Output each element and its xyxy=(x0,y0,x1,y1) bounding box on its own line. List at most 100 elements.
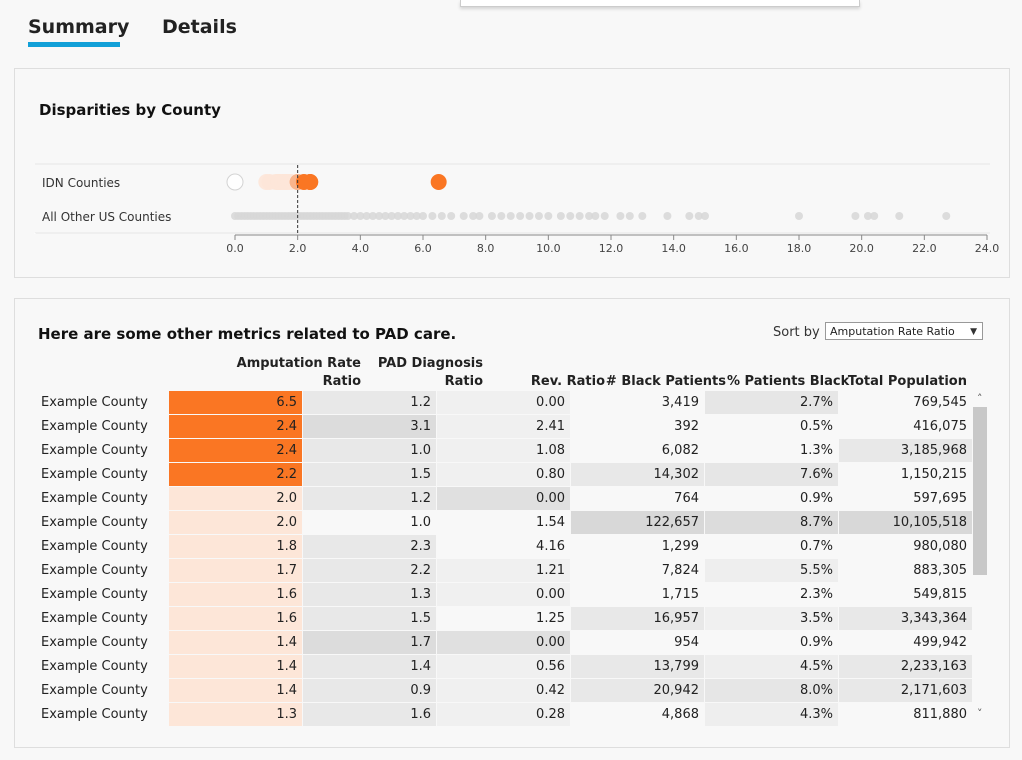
other-county-point[interactable] xyxy=(694,212,703,220)
other-county-point[interactable] xyxy=(663,212,672,220)
sort-by-dropdown[interactable]: Amputation Rate Ratio ▼ xyxy=(825,322,983,340)
pad-ratio-cell: 1.5 xyxy=(303,607,436,630)
pct-black-cell: 0.5% xyxy=(705,415,838,438)
scrollbar-thumb[interactable] xyxy=(973,407,987,575)
col-pad-line2: Ratio xyxy=(444,374,483,389)
other-county-point[interactable] xyxy=(525,212,534,220)
rev-ratio-cell: 1.08 xyxy=(437,439,570,462)
amputation-ratio-cell: 1.7 xyxy=(169,559,302,582)
other-county-point[interactable] xyxy=(701,212,709,220)
table-row[interactable]: Example County 2.2 1.5 0.80 14,302 7.6% 1,150,… xyxy=(15,463,995,487)
other-county-point[interactable] xyxy=(459,212,468,220)
pad-ratio-cell: 0.9 xyxy=(303,679,436,702)
pad-ratio-cell: 2.2 xyxy=(303,559,436,582)
table-row[interactable]: Example County 2.4 3.1 2.41 392 0.5% 416,075 xyxy=(15,415,995,439)
rev-ratio-cell: 0.00 xyxy=(437,631,570,654)
other-county-point[interactable] xyxy=(350,212,359,220)
other-county-point[interactable] xyxy=(863,212,872,220)
table-row[interactable]: Example County 2.0 1.0 1.54 122,657 8.7% 10,10… xyxy=(15,511,995,535)
other-county-point[interactable] xyxy=(851,212,860,220)
other-county-point[interactable] xyxy=(400,212,409,220)
table-row[interactable]: Example County 1.6 1.5 1.25 16,957 3.5% 3,343,… xyxy=(15,607,995,631)
other-county-point[interactable] xyxy=(685,212,694,220)
table-row[interactable]: Example County 1.4 1.4 0.56 13,799 4.5% 2,233,… xyxy=(15,655,995,679)
black-patients-cell: 1,299 xyxy=(571,535,704,558)
scroll-up-icon[interactable]: ˄ xyxy=(977,392,983,405)
other-county-point[interactable] xyxy=(870,212,879,220)
other-county-point[interactable] xyxy=(469,212,478,220)
scroll-down-icon[interactable]: ˅ xyxy=(977,707,983,720)
table-row[interactable]: Example County 1.7 2.2 1.21 7,824 5.5% 883,305 xyxy=(15,559,995,583)
table-row[interactable]: Example County 2.4 1.0 1.08 6,082 1.3% 3,185,9… xyxy=(15,439,995,463)
other-county-point[interactable] xyxy=(544,212,553,220)
other-county-point[interactable] xyxy=(387,212,396,220)
table-row[interactable]: Example County 1.8 2.3 4.16 1,299 0.7% 980,080 xyxy=(15,535,995,559)
other-county-point[interactable] xyxy=(419,212,427,220)
other-county-point[interactable] xyxy=(497,212,506,220)
tab-summary[interactable]: Summary xyxy=(28,16,130,38)
other-county-point[interactable] xyxy=(625,212,634,220)
pct-black-cell: 4.5% xyxy=(705,655,838,678)
pad-ratio-cell: 1.0 xyxy=(303,511,436,534)
pct-black-cell: 0.9% xyxy=(705,631,838,654)
pct-black-cell: 2.3% xyxy=(705,583,838,606)
other-county-point[interactable] xyxy=(406,212,415,220)
other-county-point[interactable] xyxy=(368,212,377,220)
other-county-point[interactable] xyxy=(566,212,575,220)
pct-black-cell: 7.6% xyxy=(705,463,838,486)
county-name: Example County xyxy=(41,491,148,506)
other-county-point[interactable] xyxy=(575,212,584,220)
other-county-point[interactable] xyxy=(895,212,904,220)
col-total-pop: Total Population xyxy=(847,374,967,389)
other-county-point[interactable] xyxy=(556,212,565,220)
table-row[interactable]: Example County 2.0 1.2 0.00 764 0.9% 597,695 xyxy=(15,487,995,511)
other-county-point[interactable] xyxy=(343,212,352,220)
other-county-point[interactable] xyxy=(638,212,647,220)
other-county-point[interactable] xyxy=(381,212,390,220)
other-county-point[interactable] xyxy=(356,212,365,220)
other-county-point[interactable] xyxy=(362,212,371,220)
other-county-point[interactable] xyxy=(506,212,515,220)
other-county-point[interactable] xyxy=(600,212,609,220)
other-county-point[interactable] xyxy=(585,212,594,220)
other-county-point[interactable] xyxy=(616,212,625,220)
total-population-cell: 10,105,518 xyxy=(839,511,972,534)
amputation-ratio-cell: 1.8 xyxy=(169,535,302,558)
rev-ratio-cell: 1.21 xyxy=(437,559,570,582)
table-row[interactable]: Example County 1.3 1.6 0.28 4,868 4.3% 811,880 xyxy=(15,703,995,727)
table-row[interactable]: Example County 1.4 1.7 0.00 954 0.9% 499,942 xyxy=(15,631,995,655)
rev-ratio-cell: 0.00 xyxy=(437,391,570,414)
amputation-ratio-cell: 2.4 xyxy=(169,415,302,438)
idn-county-point[interactable] xyxy=(430,174,447,190)
table-row[interactable]: Example County 1.6 1.3 0.00 1,715 2.3% 549,815 xyxy=(15,583,995,607)
other-county-point[interactable] xyxy=(437,212,446,220)
county-name: Example County xyxy=(41,635,148,650)
table-row[interactable]: Example County 1.4 0.9 0.42 20,942 8.0% 2,171,… xyxy=(15,679,995,703)
idn-county-point[interactable] xyxy=(226,173,244,191)
rev-ratio-cell: 0.00 xyxy=(437,487,570,510)
table-row[interactable]: Example County 6.5 1.2 0.00 3,419 2.7% 769,545 xyxy=(15,391,995,415)
idn-county-point[interactable] xyxy=(302,174,319,190)
other-county-point[interactable] xyxy=(516,212,525,220)
other-county-point[interactable] xyxy=(447,212,456,220)
other-county-point[interactable] xyxy=(475,212,484,220)
tab-details[interactable]: Details xyxy=(162,16,237,38)
other-county-point[interactable] xyxy=(795,212,803,220)
county-name: Example County xyxy=(41,515,148,530)
other-county-point[interactable] xyxy=(428,212,437,220)
other-county-point[interactable] xyxy=(942,212,951,220)
amputation-ratio-cell: 1.4 xyxy=(169,631,302,654)
x-tick-label: 18.0 xyxy=(787,242,812,255)
amputation-ratio-cell: 2.4 xyxy=(169,439,302,462)
other-county-point[interactable] xyxy=(591,212,600,220)
black-patients-cell: 392 xyxy=(571,415,704,438)
county-name: Example County xyxy=(41,659,148,674)
rev-ratio-cell: 4.16 xyxy=(437,535,570,558)
other-county-point[interactable] xyxy=(487,212,496,220)
other-county-point[interactable] xyxy=(412,212,421,220)
other-county-point[interactable] xyxy=(393,212,402,220)
total-population-cell: 3,343,364 xyxy=(839,607,972,630)
other-county-point[interactable] xyxy=(534,212,543,220)
x-tick-label: 2.0 xyxy=(289,242,307,255)
other-county-point[interactable] xyxy=(375,212,384,220)
